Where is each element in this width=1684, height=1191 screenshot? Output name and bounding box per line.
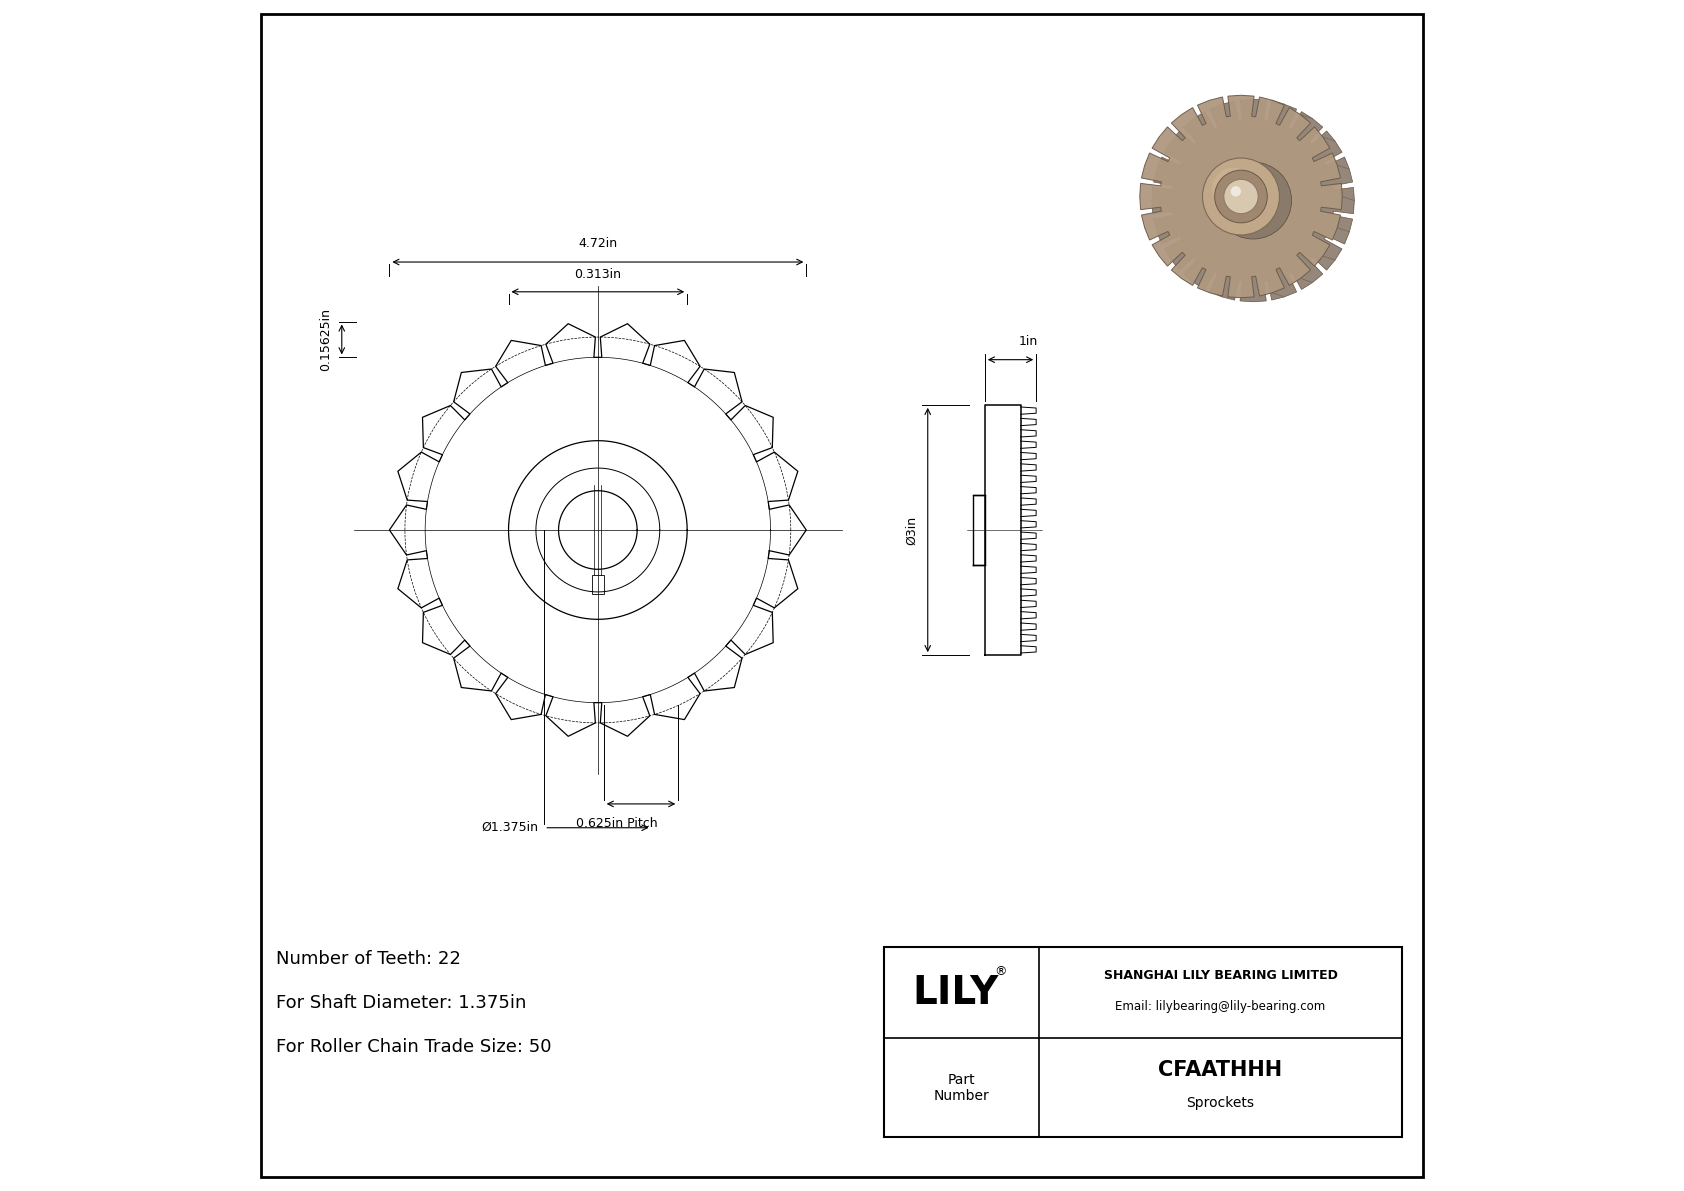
Bar	[884, 947, 1401, 1137]
Circle shape	[1214, 170, 1268, 223]
Circle shape	[1224, 180, 1258, 213]
Bar	[591, 575, 605, 594]
Text: Ø1.375in: Ø1.375in	[482, 822, 539, 834]
Text: Number of Teeth: 22: Number of Teeth: 22	[276, 949, 461, 968]
Text: Part
Number: Part Number	[933, 1073, 989, 1103]
Text: 4.72in: 4.72in	[578, 237, 618, 250]
Text: 0.625in Pitch: 0.625in Pitch	[576, 817, 658, 830]
Text: 0.313in: 0.313in	[574, 268, 621, 281]
Circle shape	[1214, 162, 1292, 239]
Text: 0.15625in: 0.15625in	[320, 308, 332, 370]
Text: For Shaft Diameter: 1.375in: For Shaft Diameter: 1.375in	[276, 993, 527, 1012]
Text: For Roller Chain Trade Size: 50: For Roller Chain Trade Size: 50	[276, 1037, 552, 1056]
Text: Ø3in: Ø3in	[906, 516, 918, 544]
Text: ®: ®	[995, 965, 1007, 978]
Text: CFAATHHH: CFAATHHH	[1159, 1060, 1283, 1080]
Text: LILY: LILY	[913, 973, 999, 1011]
Circle shape	[1231, 186, 1241, 197]
Text: 1in: 1in	[1019, 335, 1037, 348]
Circle shape	[1212, 168, 1255, 210]
Polygon shape	[1140, 95, 1342, 298]
Text: SHANGHAI LILY BEARING LIMITED: SHANGHAI LILY BEARING LIMITED	[1103, 969, 1337, 983]
Text: Email: lilybearing@lily-bearing.com: Email: lilybearing@lily-bearing.com	[1115, 1000, 1325, 1014]
Circle shape	[1202, 158, 1280, 235]
Text: Sprockets: Sprockets	[1187, 1097, 1255, 1110]
Polygon shape	[1152, 99, 1354, 301]
